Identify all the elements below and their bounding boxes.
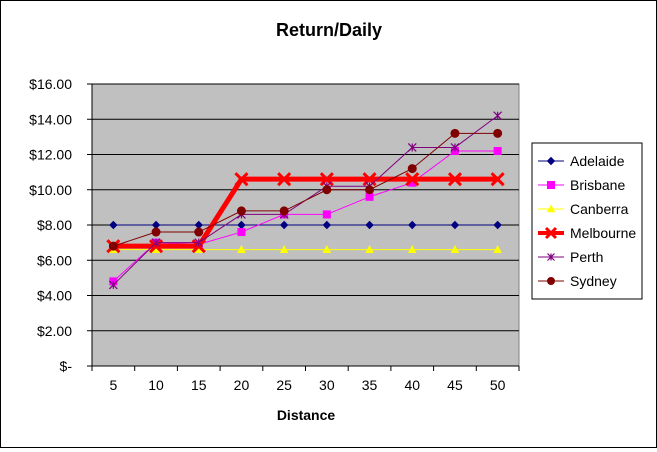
legend-label-brisbane: Brisbane bbox=[570, 177, 625, 193]
data-point-sydney bbox=[493, 128, 503, 138]
data-point-perth bbox=[108, 280, 118, 290]
x-tick-label: 15 bbox=[191, 377, 207, 393]
y-tick-label: $10.00 bbox=[29, 182, 72, 198]
y-tick-label: $4.00 bbox=[37, 288, 72, 304]
data-point-sydney bbox=[407, 164, 417, 174]
data-point-melbourne bbox=[277, 172, 292, 187]
legend-label-sydney: Sydney bbox=[570, 273, 617, 289]
legend-marker-melbourne bbox=[544, 226, 558, 240]
data-point-canberra bbox=[407, 245, 417, 253]
x-tick-label: 40 bbox=[404, 377, 420, 393]
series-line-sydney bbox=[113, 132, 498, 247]
data-point-brisbane bbox=[493, 146, 502, 155]
legend-label-perth: Perth bbox=[570, 249, 603, 265]
y-tick-label: $12.00 bbox=[29, 147, 72, 163]
y-tick-label: $6.00 bbox=[37, 252, 72, 268]
legend-label-canberra: Canberra bbox=[570, 201, 629, 217]
legend-marker-adelaide bbox=[546, 156, 556, 166]
data-point-melbourne bbox=[319, 172, 334, 187]
data-point-brisbane bbox=[322, 210, 331, 219]
x-tick-label: 20 bbox=[234, 377, 250, 393]
data-point-brisbane bbox=[365, 192, 374, 201]
data-point-adelaide bbox=[365, 220, 374, 230]
data-point-melbourne bbox=[490, 172, 505, 187]
y-tick-label: $8.00 bbox=[37, 217, 72, 233]
data-point-adelaide bbox=[493, 220, 502, 230]
legend-box bbox=[531, 142, 643, 300]
x-tick-label: 5 bbox=[109, 377, 117, 393]
data-point-adelaide bbox=[450, 220, 460, 230]
x-tick-label: 10 bbox=[148, 377, 164, 393]
legend-label-melbourne: Melbourne bbox=[570, 225, 636, 241]
data-point-perth bbox=[194, 238, 204, 248]
data-point-canberra bbox=[322, 245, 332, 253]
data-point-canberra bbox=[279, 245, 289, 253]
data-point-canberra bbox=[493, 245, 502, 253]
legend-marker-perth bbox=[547, 253, 555, 261]
data-point-adelaide bbox=[408, 220, 417, 230]
y-tick-label: $14.00 bbox=[29, 111, 72, 127]
x-tick-label: 25 bbox=[276, 377, 292, 393]
series-line-brisbane bbox=[113, 150, 498, 282]
data-point-adelaide bbox=[109, 220, 118, 230]
x-tick-label: 45 bbox=[447, 377, 463, 393]
y-tick-label: $2.00 bbox=[37, 323, 72, 339]
x-tick-label: 35 bbox=[362, 377, 378, 393]
legend-marker-canberra bbox=[546, 204, 556, 213]
x-tick-label: 30 bbox=[319, 377, 335, 393]
series-line-melbourne bbox=[113, 176, 498, 249]
data-point-perth bbox=[407, 143, 417, 152]
legend: Adelaide Brisbane Canberra Melbourne Perth Sy… bbox=[531, 142, 643, 300]
data-point-melbourne bbox=[405, 172, 420, 187]
data-point-sydney bbox=[450, 128, 460, 138]
x-tick-label: 50 bbox=[490, 377, 506, 393]
legend-marker-brisbane bbox=[547, 181, 555, 189]
data-point-sydney bbox=[322, 185, 332, 195]
data-point-canberra bbox=[237, 245, 246, 253]
y-tick-label: $16.00 bbox=[29, 76, 72, 92]
data-point-adelaide bbox=[279, 220, 289, 230]
data-point-sydney bbox=[194, 227, 204, 237]
data-point-canberra bbox=[450, 245, 460, 253]
data-point-brisbane bbox=[237, 228, 246, 237]
legend-label-adelaide: Adelaide bbox=[570, 153, 625, 169]
plot-area: $- $2.00 $4.00 $6.00 $8.00 $10.00 $12.00 $14.00… bbox=[29, 76, 520, 393]
data-point-melbourne bbox=[234, 172, 249, 187]
data-point-melbourne bbox=[447, 172, 463, 187]
legend-marker-sydney bbox=[547, 277, 555, 285]
data-point-adelaide bbox=[322, 220, 332, 230]
data-point-sydney bbox=[279, 206, 289, 216]
data-point-perth bbox=[450, 143, 460, 152]
data-point-sydney bbox=[151, 227, 161, 237]
data-point-sydney bbox=[365, 185, 375, 195]
x-axis-label: Distance bbox=[277, 407, 336, 423]
data-point-perth bbox=[493, 111, 503, 121]
y-tick-label: $- bbox=[60, 358, 73, 374]
chart-title: Return/Daily bbox=[276, 20, 382, 40]
data-point-sydney bbox=[108, 241, 118, 251]
data-point-sydney bbox=[236, 206, 246, 216]
data-point-canberra bbox=[365, 245, 374, 253]
data-point-perth bbox=[151, 238, 161, 248]
